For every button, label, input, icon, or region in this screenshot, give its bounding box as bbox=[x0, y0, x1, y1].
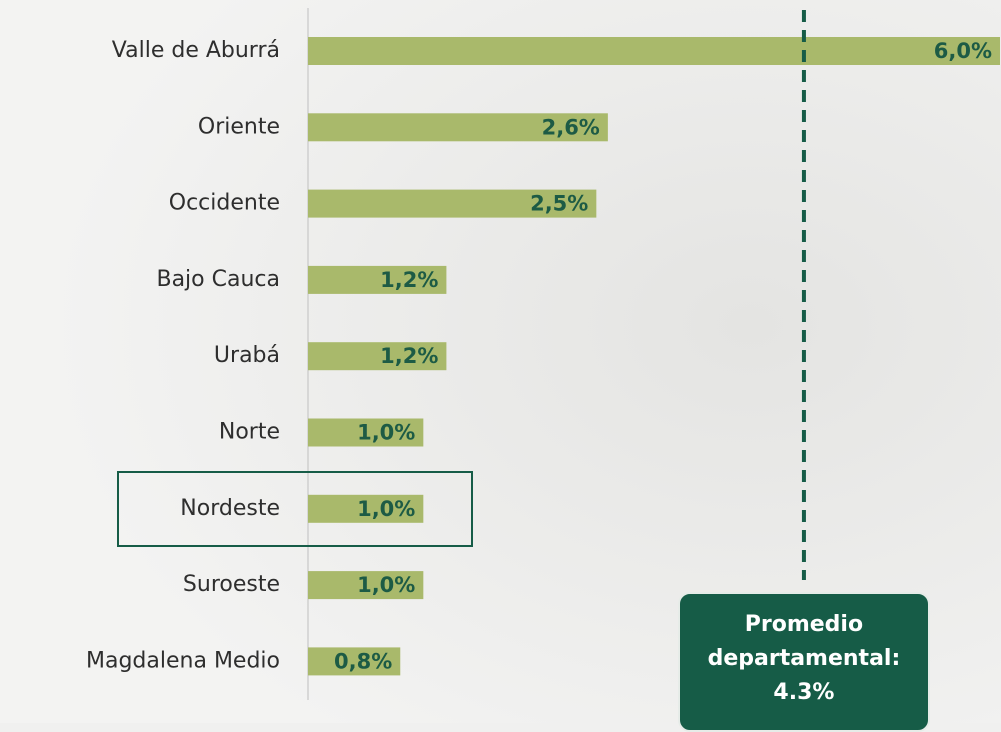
bar bbox=[308, 494, 424, 523]
value-label: 1,2% bbox=[380, 268, 438, 292]
category-label: Urabá bbox=[214, 343, 280, 368]
highlight-box bbox=[117, 471, 473, 547]
value-label: 0,8% bbox=[334, 649, 392, 673]
category-label: Oriente bbox=[198, 114, 280, 139]
bar bbox=[308, 571, 424, 600]
value-label: 1,0% bbox=[357, 497, 415, 521]
value-label: 1,2% bbox=[380, 344, 438, 368]
value-label: 1,0% bbox=[357, 573, 415, 597]
category-label: Bajo Cauca bbox=[156, 267, 280, 292]
reference-label: Promedio departamental: 4.3% bbox=[677, 592, 930, 732]
category-label: Occidente bbox=[169, 191, 280, 216]
category-label: Suroeste bbox=[183, 572, 280, 597]
bar bbox=[308, 265, 447, 294]
value-label: 2,5% bbox=[530, 192, 588, 216]
value-label: 1,0% bbox=[357, 421, 415, 445]
bar bbox=[308, 342, 447, 371]
bar bbox=[308, 113, 608, 142]
category-label: Valle de Aburrá bbox=[112, 38, 280, 63]
value-label: 6,0% bbox=[934, 39, 992, 63]
category-label: Nordeste bbox=[180, 496, 280, 521]
bar bbox=[308, 647, 401, 676]
value-label: 2,6% bbox=[542, 115, 600, 139]
bar bbox=[308, 418, 424, 447]
category-label: Norte bbox=[219, 420, 280, 445]
category-label: Magdalena Medio bbox=[86, 648, 280, 673]
bar bbox=[308, 189, 597, 218]
bar bbox=[308, 37, 1000, 65]
